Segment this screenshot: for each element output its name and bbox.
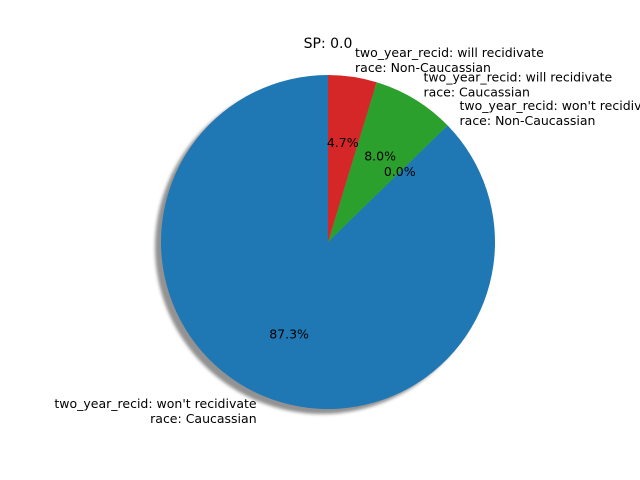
pie-slice-label-2: two_year_recid: will recidivate race: Cau… [423,70,612,100]
pie-percent-label-0: 87.3% [269,326,309,341]
pie-slice-label-line: two_year_recid: won't recidivate [54,396,257,411]
pie-slice-2 [328,82,448,242]
pie-slice-3 [328,75,377,242]
pie-percent-label-2: 8.0% [364,148,396,163]
chart-title: SP: 0.0 [304,36,353,52]
pie-percent-labels: 87.3% 0.0%8.0% 4.7% [269,135,416,341]
pie-slice-label-line: race: Caucassian [150,411,256,426]
pie-slice-label-0: two_year_recid: won't recidivate race: Ca… [54,396,257,426]
pie-slice-label-line: race: Non-Caucassian [355,60,491,75]
pie-slices [160,75,495,409]
pie-slice-label-3: two_year_recid: will recidivate race: Non… [355,45,544,75]
pie-slice-label-line: race: Non-Caucassian [460,113,596,128]
pie-slice-label-line: race: Caucassian [423,85,529,100]
pie-slice-label-line: two_year_recid: will recidivate [355,45,544,60]
pie-slice-label-line: two_year_recid: won't recidivate [460,98,640,113]
pie-percent-label-1: 0.0% [384,164,416,179]
pie-percent-label-3: 4.7% [327,135,359,150]
pie-slice-label-line: two_year_recid: will recidivate [423,70,612,85]
pie-slice-labels: two_year_recid: won't recidivate race: Ca… [54,45,640,426]
